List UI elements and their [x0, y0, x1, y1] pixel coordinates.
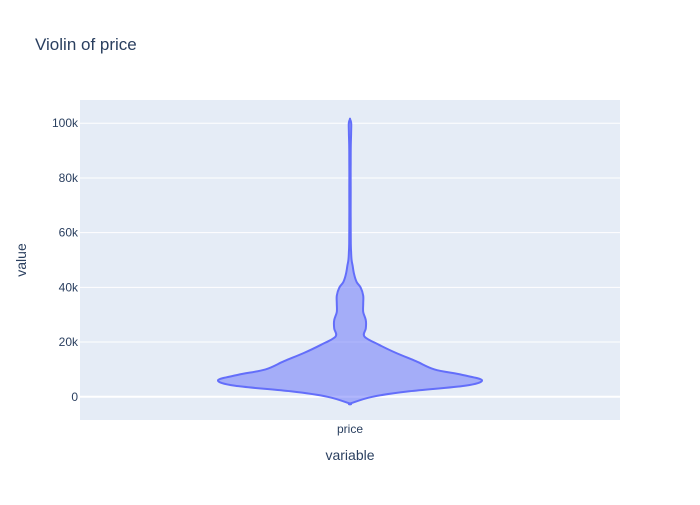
x-axis-ticks: price: [337, 422, 363, 436]
violins: [217, 117, 483, 406]
y-tick-label: 100k: [52, 116, 79, 130]
y-tick-label: 20k: [59, 335, 79, 349]
x-tick-label: price: [337, 422, 363, 436]
violin-price[interactable]: [217, 117, 483, 406]
chart-title: Violin of price: [35, 35, 137, 54]
x-axis-title: variable: [325, 447, 374, 463]
y-axis-ticks: 0 20k 40k 60k 80k 100k: [52, 116, 79, 404]
y-tick-label: 40k: [59, 280, 79, 294]
y-tick-label: 80k: [59, 171, 79, 185]
y-tick-label: 0: [71, 390, 78, 404]
y-axis-title: value: [13, 243, 29, 277]
y-tick-label: 60k: [59, 226, 79, 240]
